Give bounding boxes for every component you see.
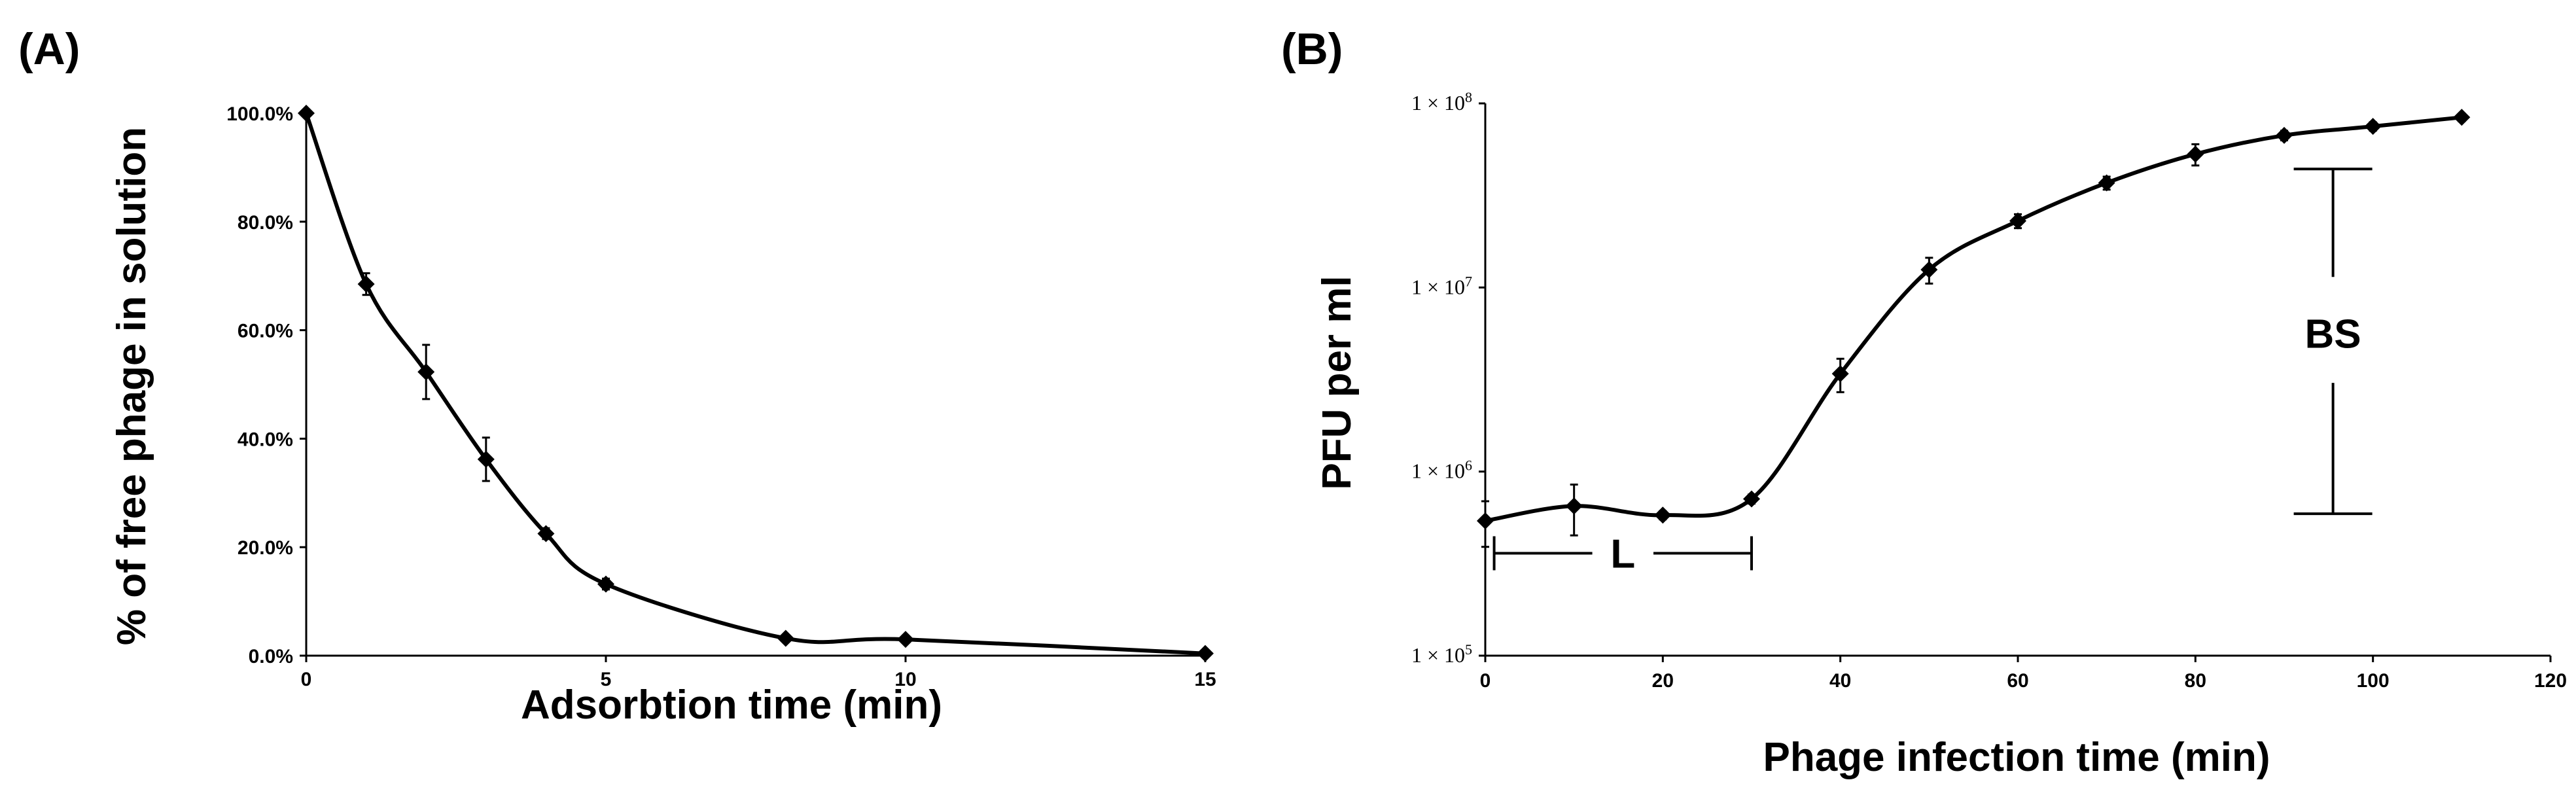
panel-a: (A) 0.0% 20.0% 40.0% 60.0% 80.0% 100.0% 0 5 10 1… (18, 24, 1216, 728)
data-point (597, 575, 614, 593)
x-tick-label: 10 (894, 669, 916, 690)
data-point (537, 525, 555, 542)
data-point (2453, 109, 2471, 126)
panel-b-x-label: Phage infection time (min) (1763, 735, 2270, 780)
x-tick-label: 15 (1194, 669, 1216, 690)
panel-b-y-label: PFU per ml (1314, 275, 1360, 489)
x-tick-label: 0 (301, 669, 312, 690)
panel-a-y-ticks: 0.0% 20.0% 40.0% 60.0% 80.0% 100.0% (226, 103, 306, 667)
data-point (1920, 261, 1938, 279)
y-tick-label: 100.0% (226, 103, 293, 125)
data-point (897, 631, 914, 648)
panel-a-series-line (304, 113, 1206, 656)
data-point (417, 363, 435, 381)
data-point (1654, 506, 1672, 524)
x-tick-label: 40 (1829, 670, 1851, 692)
y-tick-label: 1 × 107 (1411, 273, 1472, 298)
panel-b: (B) 1 × 105 1 × 106 1 × 107 1 × 108 0 20 40 60… (1281, 24, 2567, 780)
data-point (2364, 118, 2382, 135)
data-point (1565, 497, 1583, 515)
data-point (2276, 126, 2293, 144)
data-point (1743, 490, 1760, 508)
panel-a-error-bars (362, 272, 909, 643)
x-tick-label: 80 (2185, 670, 2206, 692)
data-point (298, 105, 315, 122)
panel-b-x-ticks: 0 20 40 60 80 100 120 (1480, 656, 2567, 692)
y-tick-label: 1 × 106 (1411, 457, 1472, 483)
x-tick-label: 20 (1652, 670, 1674, 692)
panel-a-y-label: % of free phage in solution (109, 127, 154, 645)
data-point (477, 450, 495, 468)
panel-a-label: (A) (18, 24, 80, 74)
x-tick-label: 120 (2534, 670, 2567, 692)
y-tick-label: 1 × 105 (1411, 641, 1472, 667)
x-tick-label: 100 (2357, 670, 2390, 692)
x-tick-label: 60 (2007, 670, 2028, 692)
y-tick-label: 80.0% (238, 212, 293, 234)
panel-a-x-label: Adsorbtion time (min) (521, 682, 942, 728)
panel-b-annotations: L BS (1492, 168, 2373, 576)
panel-b-points (1477, 109, 2471, 529)
data-point (357, 275, 375, 293)
panel-a-points (298, 105, 1214, 662)
y-tick-label: 1 × 108 (1411, 89, 1472, 115)
data-point (777, 629, 794, 647)
latent-label: L (1610, 531, 1635, 576)
y-tick-label: 0.0% (249, 646, 293, 667)
panel-a-x-ticks: 0 5 10 15 (301, 656, 1216, 690)
y-tick-label: 20.0% (238, 537, 293, 559)
data-point (2098, 174, 2115, 192)
data-point (1197, 645, 1214, 662)
panel-b-label: (B) (1281, 24, 1343, 74)
x-tick-label: 0 (1480, 670, 1491, 692)
x-tick-label: 5 (601, 669, 612, 690)
data-point (1831, 365, 1849, 383)
y-tick-label: 60.0% (238, 321, 293, 342)
data-point (1477, 512, 1494, 529)
y-tick-label: 40.0% (238, 429, 293, 450)
data-point (2009, 212, 2026, 230)
data-point (2187, 145, 2204, 163)
burst-size-label: BS (2305, 312, 2361, 357)
panel-b-y-ticks: 1 × 105 1 × 106 1 × 107 1 × 108 (1411, 89, 1485, 667)
